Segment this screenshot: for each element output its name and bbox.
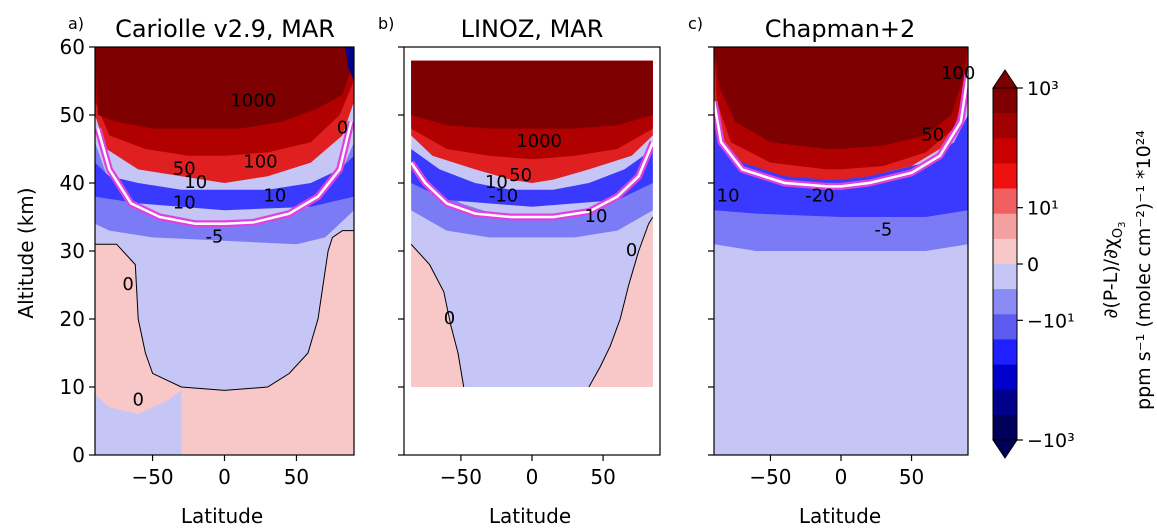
tropopause-line-inner [411,141,653,219]
negative-band-strong [714,115,968,217]
contour-label: 50 [921,124,944,145]
tropopause-line-inner [96,121,353,226]
panel-a-xlabel: Latitude [181,504,263,528]
positive-region-right [588,217,653,387]
colorbar-tick-label: −10¹ [1027,310,1075,332]
x-tick-label: 50 [284,465,309,489]
colorbar-tick-label: −10³ [1027,430,1075,452]
contour-label: 1000 [516,131,562,152]
colorbar-level [993,264,1017,290]
colorbar-level [993,364,1017,391]
panel-c-xlabel: Latitude [799,504,881,528]
positive-cap-dark [411,60,653,129]
colorbar-level [993,113,1017,139]
y-tick-label: 10 [60,375,85,399]
x-tick-label: −50 [749,465,791,489]
panel-b-field [411,60,653,387]
contour-label: 100 [243,152,277,173]
positive-cap-dark [714,47,968,149]
colorbar-tick-label: 10¹ [1027,198,1059,220]
colorbar-level [993,213,1017,240]
tropopause-line-inner [714,74,968,188]
contour-label: 10 [173,192,196,213]
contour-label: 0 [626,240,637,261]
colorbar-label: ∂(P-L)/∂χO3 [1100,222,1128,319]
panel-c-letter: c) [688,14,703,33]
positive-cap-dark [95,47,354,129]
colorbar-tick-label: 0 [1027,254,1039,276]
colorbar-level [993,414,1017,441]
colorbar-level [993,138,1017,164]
colorbar-level [993,314,1017,340]
colorbar-tick-label: 10³ [1027,78,1059,100]
negative-band-blue [411,155,653,238]
colorbar-level [993,88,1017,114]
contour-label: -5 [205,226,223,247]
colorbar-level [993,163,1017,190]
zero-contour-line-right [588,216,653,387]
panel-c: c) Chapman+2 Latitude 10 -20 -5 50 100 −50 0 50 [688,14,975,528]
panel-c-field [714,47,968,455]
contour-label: 50 [509,165,532,186]
y-tick-label: 0 [72,443,85,467]
contour-label: 10 [263,186,286,207]
panel-a: a) Cariolle v2.9, MAR Altitude (km) Lati… [14,14,355,528]
x-tick-label: 50 [899,465,924,489]
colorbar-level [993,289,1017,315]
contour-label: 0 [337,118,348,139]
contour-label: -10 [489,186,518,207]
corner-negative [345,47,354,81]
contour-label: 100 [941,63,975,84]
x-tick-label: −50 [131,465,173,489]
y-tick-label: 50 [60,103,85,127]
colorbar: 10³ 10¹ 0 −10¹ −10³ [992,69,1075,459]
panel-b: b) LINOZ, MAR Latitude 10005010-101000−5… [378,14,661,528]
colorbar-label-line2: ppm s⁻¹ (molec cm⁻²)⁻¹ *10²⁴ [1133,130,1155,410]
zero-contour-line [411,243,465,387]
colorbar-extend-bottom [992,439,1018,459]
contour-label: 0 [132,390,143,411]
colorbar-label-line1: ∂(P-L)/∂χO3 [1100,222,1128,319]
x-tick-label: 0 [526,465,539,489]
colorbar-level [993,188,1017,215]
y-tick-label: 30 [60,239,85,263]
x-tick-label: 0 [835,465,848,489]
panel-b-title: LINOZ, MAR [461,15,604,43]
contour-label: 0 [444,308,455,329]
x-tick-label: 0 [218,465,231,489]
contour-label: 0 [122,274,133,295]
positive-region-lower [95,230,354,455]
y-tick-label: 60 [60,35,85,59]
negative-band-strong [411,149,653,207]
contour-label: -20 [805,186,834,207]
contour-label: 10 [585,206,608,227]
negative-band-strong [95,155,354,211]
negative-band-lower-left [95,390,182,455]
colorbar-level [993,389,1017,416]
colorbar-extend-top [992,69,1018,89]
contour-label: 10 [184,172,207,193]
panel-a-letter: a) [68,14,84,33]
contour-label: 10 [717,186,740,207]
colorbar-level [993,238,1017,265]
x-tick-label: 50 [590,465,615,489]
panel-a-ylabel: Altitude (km) [14,187,38,318]
panel-c-title: Chapman+2 [765,15,916,43]
contour-label: 1000 [230,90,276,111]
positive-region-left [411,244,464,387]
zero-contour-line [95,230,354,391]
colorbar-level [993,339,1017,366]
y-tick-label: 40 [60,171,85,195]
contour-label: -5 [874,220,892,241]
contour-label: 50 [173,158,196,179]
panel-a-title: Cariolle v2.9, MAR [115,15,335,43]
y-tick-label: 20 [60,307,85,331]
panel-b-letter: b) [378,14,394,33]
x-tick-label: −50 [440,465,482,489]
contour-label: 10 [485,172,508,193]
panel-b-xlabel: Latitude [489,504,571,528]
panel-a-field [95,47,354,455]
